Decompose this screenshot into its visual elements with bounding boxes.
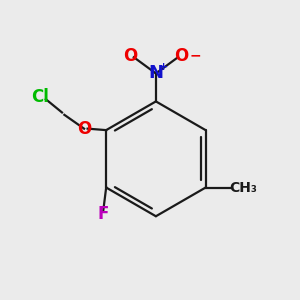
Text: O: O (123, 47, 137, 65)
Text: CH₃: CH₃ (230, 181, 257, 194)
Text: O: O (77, 120, 91, 138)
Text: O: O (174, 47, 189, 65)
Text: Cl: Cl (32, 88, 50, 106)
Text: −: − (189, 48, 201, 62)
Text: N: N (148, 64, 164, 82)
Text: F: F (98, 205, 109, 223)
Text: +: + (159, 62, 168, 72)
